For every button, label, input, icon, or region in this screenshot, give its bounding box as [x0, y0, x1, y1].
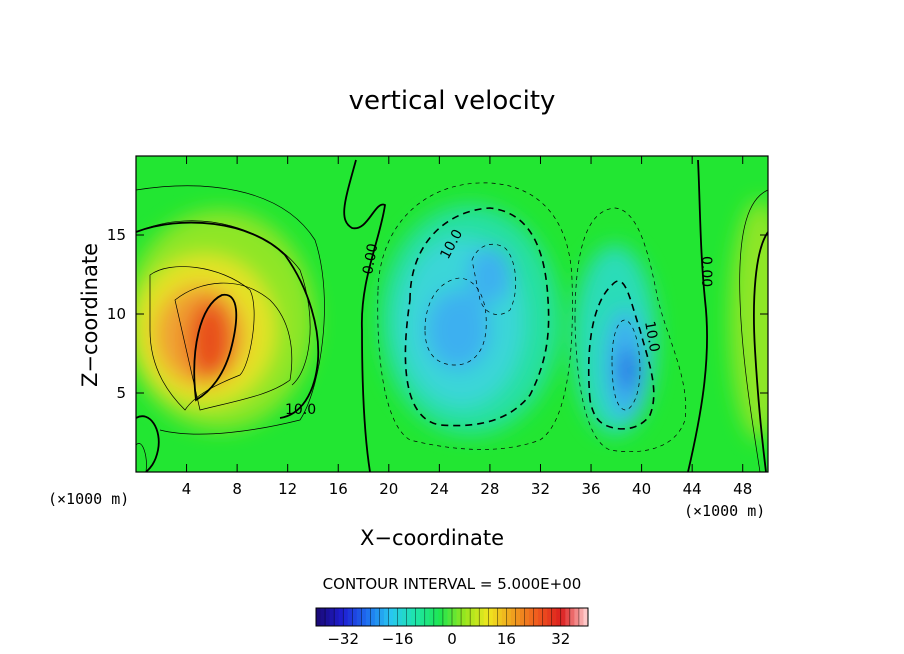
colorbar-swatch — [316, 608, 322, 626]
colorbar-swatch — [442, 608, 448, 626]
x-tick-label: 16 — [329, 480, 348, 498]
x-tick-label: 40 — [632, 480, 651, 498]
contour-lines — [136, 159, 768, 472]
colorbar-swatch — [565, 608, 571, 626]
contour-label: 0.00 — [698, 256, 714, 287]
colorbar-swatch — [488, 608, 494, 626]
colorbar-swatch — [578, 608, 584, 626]
colorbar-swatch — [501, 608, 507, 626]
colorbar-swatch — [551, 608, 557, 626]
colorbar-swatch — [406, 608, 412, 626]
y-axis-title: Z−coordinate — [78, 243, 102, 387]
colorbar-swatch — [560, 608, 566, 626]
y-tick-label: 10 — [107, 305, 126, 323]
colorbar-swatch — [352, 608, 358, 626]
y-tick-label: 5 — [116, 384, 126, 402]
colorbar-swatch — [447, 608, 453, 626]
colorbar-swatch — [483, 608, 489, 626]
colorbar-swatch — [474, 608, 480, 626]
x-tick-label: 36 — [581, 480, 600, 498]
colorbar-swatch — [479, 608, 485, 626]
colorbar-swatch — [574, 608, 580, 626]
colorbar-swatch — [374, 608, 380, 626]
colorbar-swatch — [492, 608, 498, 626]
colorbar-swatch — [520, 608, 526, 626]
colorbar-swatch — [347, 608, 353, 626]
x-axis-title: X−coordinate — [360, 526, 504, 550]
colorbar-swatch — [497, 608, 503, 626]
x-tick-label: 12 — [278, 480, 297, 498]
colorbar-swatch — [393, 608, 399, 626]
chart-title: vertical velocity — [348, 86, 556, 116]
x-tick-label: 48 — [733, 480, 752, 498]
colorbar-swatch — [343, 608, 349, 626]
colorbar-swatch — [515, 608, 521, 626]
velocity-field: 10.0 0.00 10.0 10.0 0.00 — [136, 156, 768, 472]
y-axis: 5 10 15 — [107, 226, 768, 402]
colorbar-swatch — [583, 608, 589, 626]
x-tick-label: 32 — [531, 480, 550, 498]
colorbar-frame — [315, 607, 589, 627]
y-tick-label: 15 — [107, 226, 126, 244]
colorbar-swatch — [320, 608, 326, 626]
colorbar-swatch — [402, 608, 408, 626]
colorbar-swatch — [397, 608, 403, 626]
colorbar-swatch — [524, 608, 530, 626]
colorbar-swatch — [533, 608, 539, 626]
colorbar-swatch — [461, 608, 467, 626]
colorbar-swatch — [556, 608, 562, 626]
colorbar-swatch — [325, 608, 331, 626]
colorbar-swatch — [433, 608, 439, 626]
colorbar-swatch — [415, 608, 421, 626]
x-tick-label: 20 — [379, 480, 398, 498]
colorbar-tick-label: 0 — [447, 630, 457, 648]
colorbar-swatch — [384, 608, 390, 626]
colorbar-swatch — [388, 608, 394, 626]
colorbar-swatch — [411, 608, 417, 626]
contour-label: 10.0 — [641, 320, 662, 353]
colorbar-tick-label: 32 — [551, 630, 570, 648]
colorbar-tick-label: −16 — [382, 630, 414, 648]
colorbar-swatch — [379, 608, 385, 626]
colorbar-swatch — [547, 608, 553, 626]
x-axis-unit-right: (×1000 m) — [684, 502, 766, 520]
colorbar-swatch — [506, 608, 512, 626]
colorbar-tick-label: 16 — [497, 630, 516, 648]
colorbar-swatch — [456, 608, 462, 626]
colorbar-swatch — [429, 608, 435, 626]
x-tick-label: 8 — [232, 480, 242, 498]
contour-label: 0.00 — [360, 242, 381, 275]
colorbar-swatch — [370, 608, 376, 626]
colorbar-swatch — [334, 608, 340, 626]
colorbar-tick-label: −32 — [327, 630, 359, 648]
contour-interval-note: CONTOUR INTERVAL = 5.000E+00 — [322, 575, 582, 593]
x-axis: 4 8 12 16 20 24 28 32 36 40 44 48 — [182, 156, 752, 498]
x-tick-label: 44 — [683, 480, 702, 498]
colorbar-swatch — [470, 608, 476, 626]
x-axis-unit-left: (×1000 m) — [48, 490, 130, 508]
x-tick-label: 28 — [480, 480, 499, 498]
colorbar: −32 −16 0 16 32 — [315, 607, 589, 648]
colorbar-swatch — [420, 608, 426, 626]
x-tick-label: 4 — [182, 480, 192, 498]
colorbar-swatch — [438, 608, 444, 626]
colorbar-swatch — [338, 608, 344, 626]
colorbar-swatch — [465, 608, 471, 626]
colorbar-swatch — [424, 608, 430, 626]
colorbar-swatch — [365, 608, 371, 626]
colorbar-swatch — [329, 608, 335, 626]
colorbar-swatch — [542, 608, 548, 626]
colorbar-swatch — [356, 608, 362, 626]
colorbar-swatch — [452, 608, 458, 626]
contour-label: 10.0 — [285, 402, 316, 418]
colorbar-swatch — [510, 608, 516, 626]
colorbar-swatch — [361, 608, 367, 626]
colorbar-swatch — [538, 608, 544, 626]
colorbar-swatch — [529, 608, 535, 626]
colorbar-swatch — [569, 608, 575, 626]
x-tick-label: 24 — [430, 480, 449, 498]
